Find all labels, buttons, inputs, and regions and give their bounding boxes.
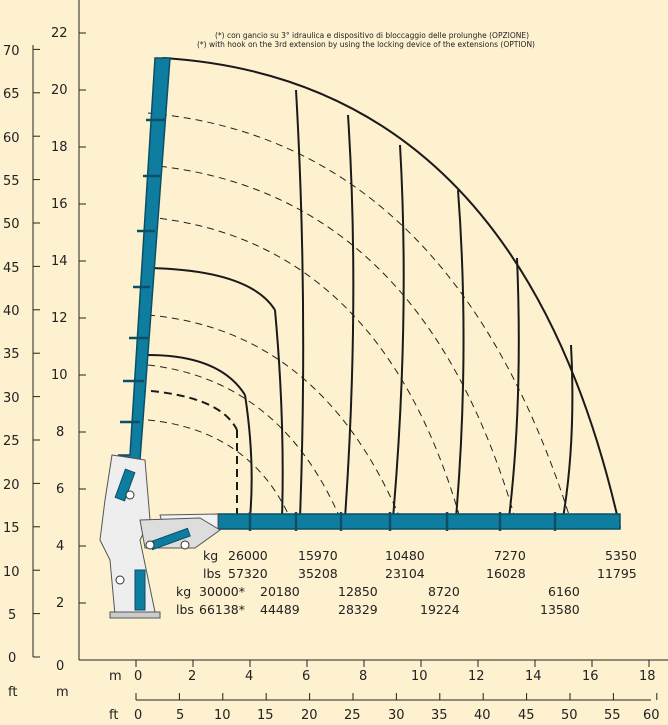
note-italian: (*) con gancio su 3° idraulica e disposi…: [215, 31, 529, 40]
ft-y-axis: 0 5 10 15 20 25 30 35 40 45 50 55 60 65 …: [3, 44, 40, 666]
opt-lbs-0: 66138*: [199, 602, 245, 617]
ft-y-tick-15: 15: [3, 521, 20, 536]
opt-lbs-3: 19224: [420, 602, 460, 617]
std-lbs-0: 57320: [228, 566, 268, 581]
dashed-reach-arcs: [147, 112, 571, 519]
ft-x-tick-0: 0: [134, 708, 142, 723]
m-y-tick-2: 2: [56, 596, 64, 611]
std-kg-0: 26000: [228, 548, 268, 563]
ft-y-tick-55: 55: [3, 174, 20, 189]
ft-y-tick-60: 60: [3, 131, 20, 146]
ft-x-tick-30: 30: [388, 708, 405, 723]
ft-y-tick-20: 20: [3, 478, 20, 493]
ft-y-tick-30: 30: [3, 391, 20, 406]
std-kg-4: 5350: [605, 548, 637, 563]
ft-x-tick-60: 60: [643, 708, 660, 723]
ft-x-unit-label: ft: [109, 708, 118, 723]
vertical-boom: [117, 57, 171, 461]
ft-x-tick-45: 45: [518, 708, 535, 723]
short-dashed-arc: [137, 389, 238, 431]
m-x-unit-label: m: [109, 669, 122, 684]
m-y-tick-12: 12: [51, 311, 68, 326]
m-x-tick-8: 8: [359, 669, 367, 684]
ft-x-tick-10: 10: [214, 708, 231, 723]
m-y-tick-0: 0: [56, 659, 64, 674]
opt-lbs-2: 28329: [338, 602, 378, 617]
ft-y-tick-65: 65: [3, 87, 20, 102]
ft-y-tick-50: 50: [3, 217, 20, 232]
m-y-tick-16: 16: [51, 197, 68, 212]
opt-lbs-label: lbs: [176, 602, 194, 617]
ft-y-tick-45: 45: [3, 261, 20, 276]
ft-x-tick-5: 5: [176, 708, 184, 723]
ft-x-tick-55: 55: [604, 708, 621, 723]
m-unit-label: m: [56, 685, 69, 700]
m-y-tick-4: 4: [56, 539, 64, 554]
ft-x-tick-35: 35: [431, 708, 448, 723]
m-x-tick-18: 18: [639, 669, 656, 684]
ft-x-tick-40: 40: [474, 708, 491, 723]
m-y-tick-8: 8: [56, 425, 64, 440]
opt-lbs-1: 44489: [260, 602, 300, 617]
std-lbs-3: 16028: [486, 566, 526, 581]
std-kg-2: 10480: [385, 548, 425, 563]
std-lbs-2: 23104: [385, 566, 425, 581]
m-x-axis: m 0 2 4 6 8 10 12 14 16 18: [109, 660, 656, 684]
ft-y-tick-0: 0: [8, 651, 16, 666]
outer-envelope: [162, 57, 621, 529]
m-x-tick-16: 16: [582, 669, 599, 684]
opt-kg-1: 20180: [260, 584, 300, 599]
horizontal-boom: [159, 512, 621, 533]
m-x-tick-12: 12: [468, 669, 485, 684]
m-y-tick-14: 14: [51, 254, 68, 269]
std-kg-1: 15970: [298, 548, 338, 563]
m-y-axis: 0 2 4 6 8 10 12 14 16 18 20 22: [51, 26, 86, 674]
ft-y-tick-35: 35: [3, 347, 20, 362]
opt-kg-label: kg: [176, 584, 191, 599]
ft-y-tick-5: 5: [8, 608, 16, 623]
opt-kg-2: 12850: [338, 584, 378, 599]
crane-base-illustration: [99, 454, 221, 619]
m-x-tick-6: 6: [302, 669, 310, 684]
m-y-tick-18: 18: [51, 140, 68, 155]
m-y-tick-20: 20: [51, 83, 68, 98]
m-x-tick-4: 4: [245, 669, 253, 684]
load-table: kg 26000 15970 10480 7270 5350 lbs 57320…: [176, 548, 637, 617]
ft-x-tick-15: 15: [257, 708, 274, 723]
std-kg-3: 7270: [494, 548, 526, 563]
ft-x-tick-20: 20: [301, 708, 318, 723]
m-x-tick-10: 10: [411, 669, 428, 684]
ft-y-tick-40: 40: [3, 304, 20, 319]
opt-kg-0: 30000*: [199, 584, 245, 599]
extension-lines: [236, 89, 574, 519]
opt-kg-4: 6160: [548, 584, 580, 599]
m-y-tick-6: 6: [56, 482, 64, 497]
m-x-tick-2: 2: [188, 669, 196, 684]
std-kg-label: kg: [203, 548, 218, 563]
ft-y-tick-10: 10: [3, 565, 20, 580]
ft-x-tick-25: 25: [344, 708, 361, 723]
m-y-tick-22: 22: [51, 26, 68, 41]
std-lbs-1: 35208: [298, 566, 338, 581]
ft-y-tick-25: 25: [3, 434, 20, 449]
note-english: (*) with hook on the 3rd extension by us…: [197, 40, 535, 49]
ft-x-tick-50: 50: [561, 708, 578, 723]
std-lbs-label: lbs: [203, 566, 221, 581]
ft-unit-label: ft: [8, 685, 17, 700]
opt-lbs-4: 13580: [540, 602, 580, 617]
m-x-tick-0: 0: [134, 669, 142, 684]
ft-x-axis: ft 0 5 10 15 20 25 30 35 40 45 50 55 60: [109, 693, 660, 723]
opt-kg-3: 8720: [428, 584, 460, 599]
m-x-tick-14: 14: [525, 669, 542, 684]
m-y-tick-10: 10: [51, 368, 68, 383]
std-lbs-4: 11795: [597, 566, 637, 581]
ft-y-tick-70: 70: [3, 44, 20, 59]
solid-reach-arcs: [147, 267, 276, 396]
